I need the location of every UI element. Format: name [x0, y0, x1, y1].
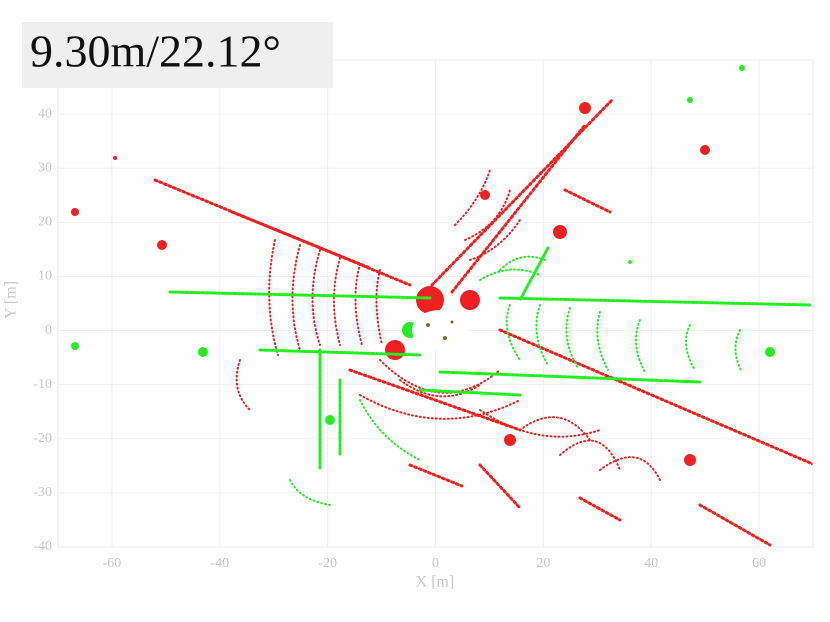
- y-tick-label: 10: [38, 269, 52, 284]
- x-tick-label: 20: [536, 556, 550, 571]
- y-tick-label: 30: [38, 160, 52, 175]
- grid: [58, 60, 813, 548]
- x-tick-label: -60: [103, 556, 122, 571]
- y-tick-label: 40: [38, 106, 52, 121]
- x-tick-label: -20: [318, 556, 337, 571]
- x-tick-label: 0: [432, 556, 439, 571]
- axis-labels: -60 -40 -20 0 20 40 60 -40 -30 -20 -10 0 10 20 30 40: [33, 106, 766, 571]
- y-tick-label: -40: [33, 539, 52, 554]
- x-tick-label: 40: [644, 556, 658, 571]
- y-tick-label: -20: [33, 431, 52, 446]
- title-box: [22, 22, 333, 88]
- x-tick-label: 60: [752, 556, 766, 571]
- x-axis-label: X [m]: [416, 574, 455, 591]
- y-tick-label: -10: [33, 377, 52, 392]
- plot-frame: [57, 59, 814, 548]
- y-tick-label: 20: [38, 215, 52, 230]
- chart-title: 9.30m/22.12°: [30, 26, 281, 77]
- point-cloud: [71, 65, 813, 547]
- x-tick-label: -40: [210, 556, 229, 571]
- y-tick-label: -30: [33, 485, 52, 500]
- y-tick-label: 0: [45, 323, 52, 338]
- y-axis-label: Y [m]: [3, 281, 20, 319]
